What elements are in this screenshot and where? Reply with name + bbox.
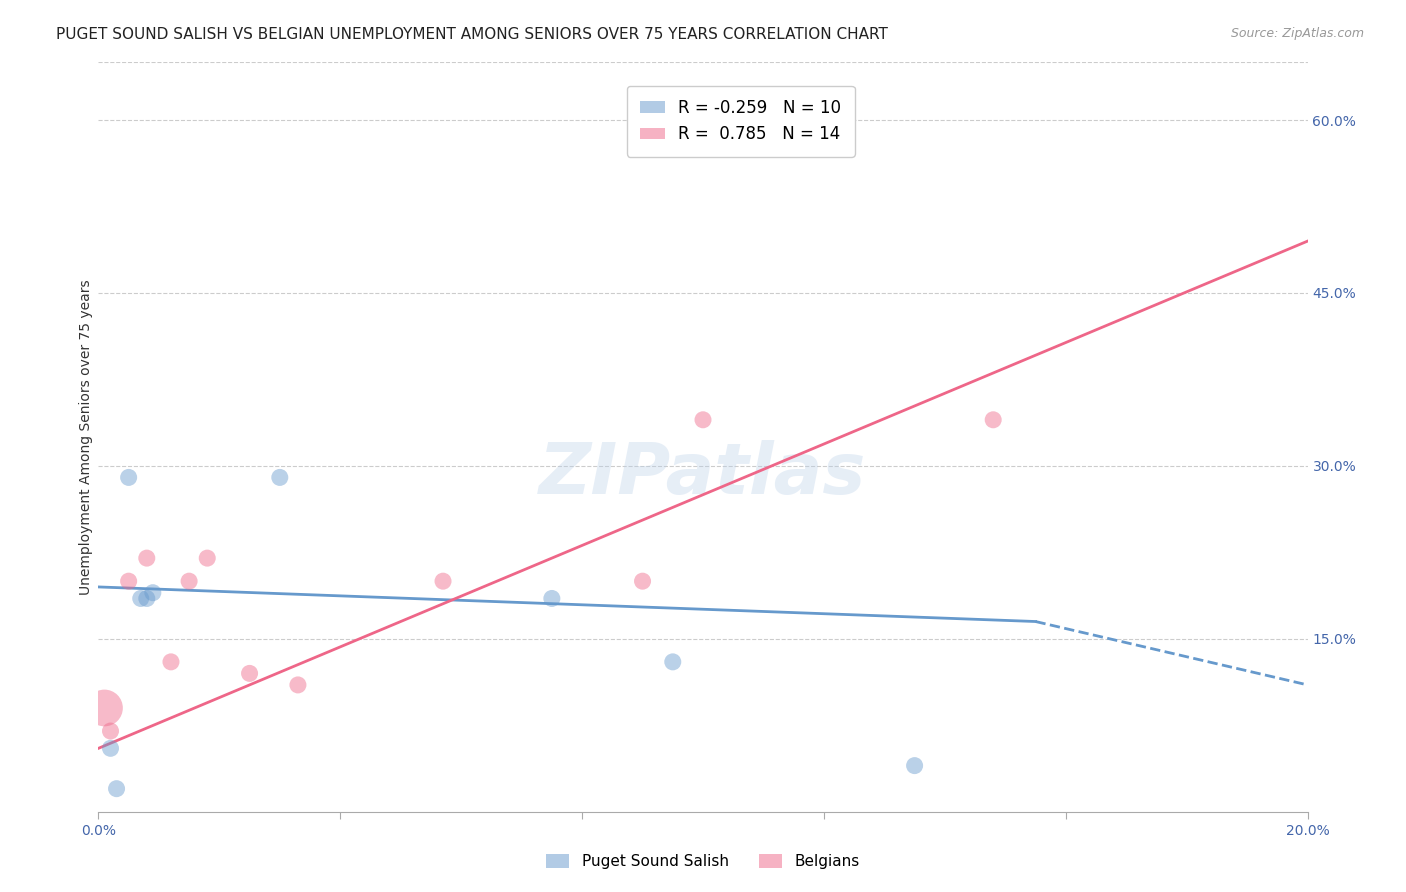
Point (631, 136, 654, 150)
Y-axis label: Unemployment Among Seniors over 75 years: Unemployment Among Seniors over 75 years (79, 279, 93, 595)
Point (287, 678, 309, 692)
Point (100, 741, 122, 756)
Point (904, 758, 927, 772)
Text: ZIPatlas: ZIPatlas (540, 440, 866, 509)
Legend: Puget Sound Salish, Belgians: Puget Sound Salish, Belgians (540, 848, 866, 875)
Point (105, 781, 128, 796)
Point (93, 701, 115, 715)
Point (631, 574, 654, 589)
Point (135, 551, 157, 566)
Text: PUGET SOUND SALISH VS BELGIAN UNEMPLOYMENT AMONG SENIORS OVER 75 YEARS CORRELATI: PUGET SOUND SALISH VS BELGIAN UNEMPLOYME… (56, 27, 889, 42)
Point (142, 585, 165, 599)
Point (661, 655, 683, 669)
Point (118, 470, 141, 484)
Point (239, 666, 262, 681)
Point (179, 574, 201, 589)
Point (118, 574, 141, 589)
Point (160, 655, 183, 669)
Legend: R = -0.259   N = 10, R =  0.785   N = 14: R = -0.259 N = 10, R = 0.785 N = 14 (627, 86, 855, 157)
Point (981, 413, 1004, 427)
Point (135, 591, 157, 606)
Text: Source: ZipAtlas.com: Source: ZipAtlas.com (1230, 27, 1364, 40)
Point (432, 574, 454, 589)
Point (540, 591, 562, 606)
Point (100, 724, 122, 739)
Point (692, 413, 714, 427)
Point (195, 551, 218, 566)
Point (269, 470, 291, 484)
Point (129, 591, 152, 606)
